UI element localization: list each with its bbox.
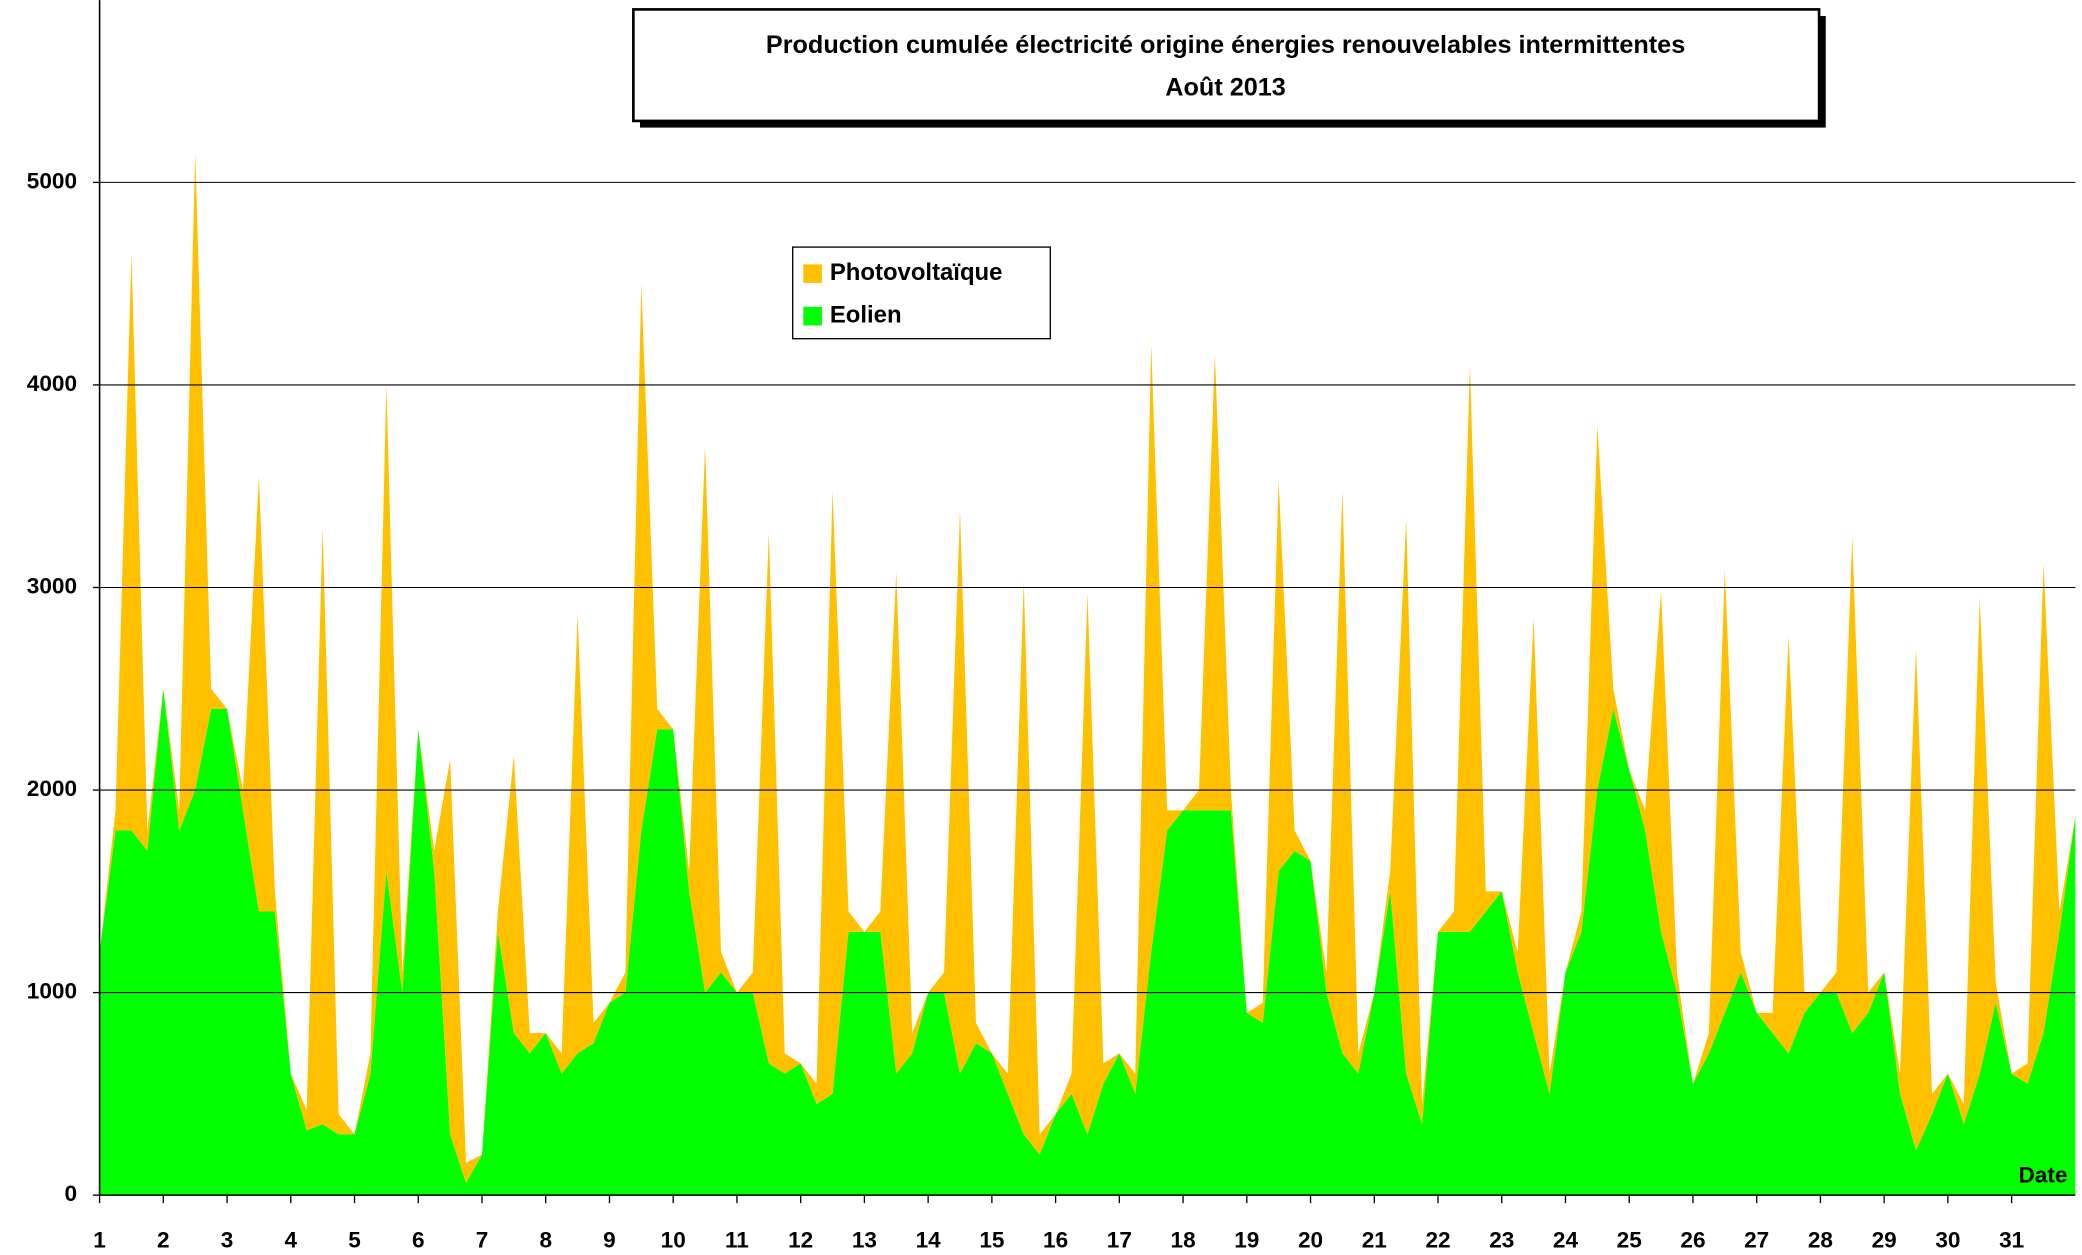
x-tick-label: 5 [348, 1228, 361, 1253]
title-box [632, 8, 1821, 123]
legend-swatch [803, 264, 822, 283]
x-tick-label: 3 [221, 1228, 234, 1253]
x-tick-label: 2 [157, 1228, 170, 1253]
x-tick-label: 1 [93, 1228, 106, 1253]
chart-subtitle: Août 2013 [1165, 74, 1286, 102]
x-tick-label: 18 [1171, 1228, 1196, 1253]
plot-area [92, 0, 2076, 1204]
x-tick-label: 31 [1999, 1228, 2024, 1253]
x-tick-label: 29 [1872, 1228, 1897, 1253]
x-tick-label: 17 [1107, 1228, 1132, 1253]
x-tick-label: 25 [1617, 1228, 1642, 1253]
x-tick-label: 4 [285, 1228, 298, 1253]
legend-label: Eolien [830, 301, 902, 328]
x-tick-label: 7 [476, 1228, 489, 1253]
x-tick-label: 27 [1744, 1228, 1769, 1253]
x-tick-label: 22 [1425, 1228, 1450, 1253]
y-tick-label: 5000 [27, 168, 77, 193]
y-tick-label: 3000 [27, 573, 77, 598]
x-tick-label: 8 [539, 1228, 552, 1253]
x-tick-label: 9 [603, 1228, 616, 1253]
x-tick-label: 15 [979, 1228, 1004, 1253]
legend-box [792, 246, 1051, 340]
x-tick-label: 30 [1935, 1228, 1960, 1253]
legend-swatch [803, 306, 822, 326]
y-tick-label: 0 [64, 1181, 77, 1206]
legend: Photovoltaïque Eolien [792, 246, 1051, 340]
area [99, 152, 2076, 1183]
y-tick-label: 1000 [27, 979, 77, 1004]
x-tick-label: 21 [1362, 1228, 1387, 1253]
y-tick-label: 2000 [27, 776, 77, 801]
x-tick-label: 6 [412, 1228, 425, 1253]
chart-title: Production cumulée électricité origine é… [766, 31, 1685, 59]
x-tick-label: 16 [1043, 1228, 1068, 1253]
x-tick-label: 11 [725, 1228, 749, 1253]
x-tick-label: 19 [1234, 1228, 1259, 1253]
x-tick-label: 26 [1680, 1228, 1705, 1253]
x-tick-label: 28 [1808, 1228, 1833, 1253]
x-tick-label: 12 [788, 1228, 813, 1253]
y-tick-label: 4000 [27, 371, 77, 396]
x-tick-label: 24 [1553, 1228, 1579, 1253]
x-tick-label: 20 [1298, 1228, 1323, 1253]
legend-label: Photovoltaïque [830, 259, 1003, 286]
x-tick-label: 23 [1489, 1228, 1514, 1253]
x-tick-label: 14 [916, 1228, 942, 1253]
x-axis-label: Date [2018, 1163, 2067, 1188]
x-tick-label: 13 [852, 1228, 877, 1253]
area [99, 688, 2076, 1196]
x-tick-label: 10 [661, 1228, 686, 1253]
